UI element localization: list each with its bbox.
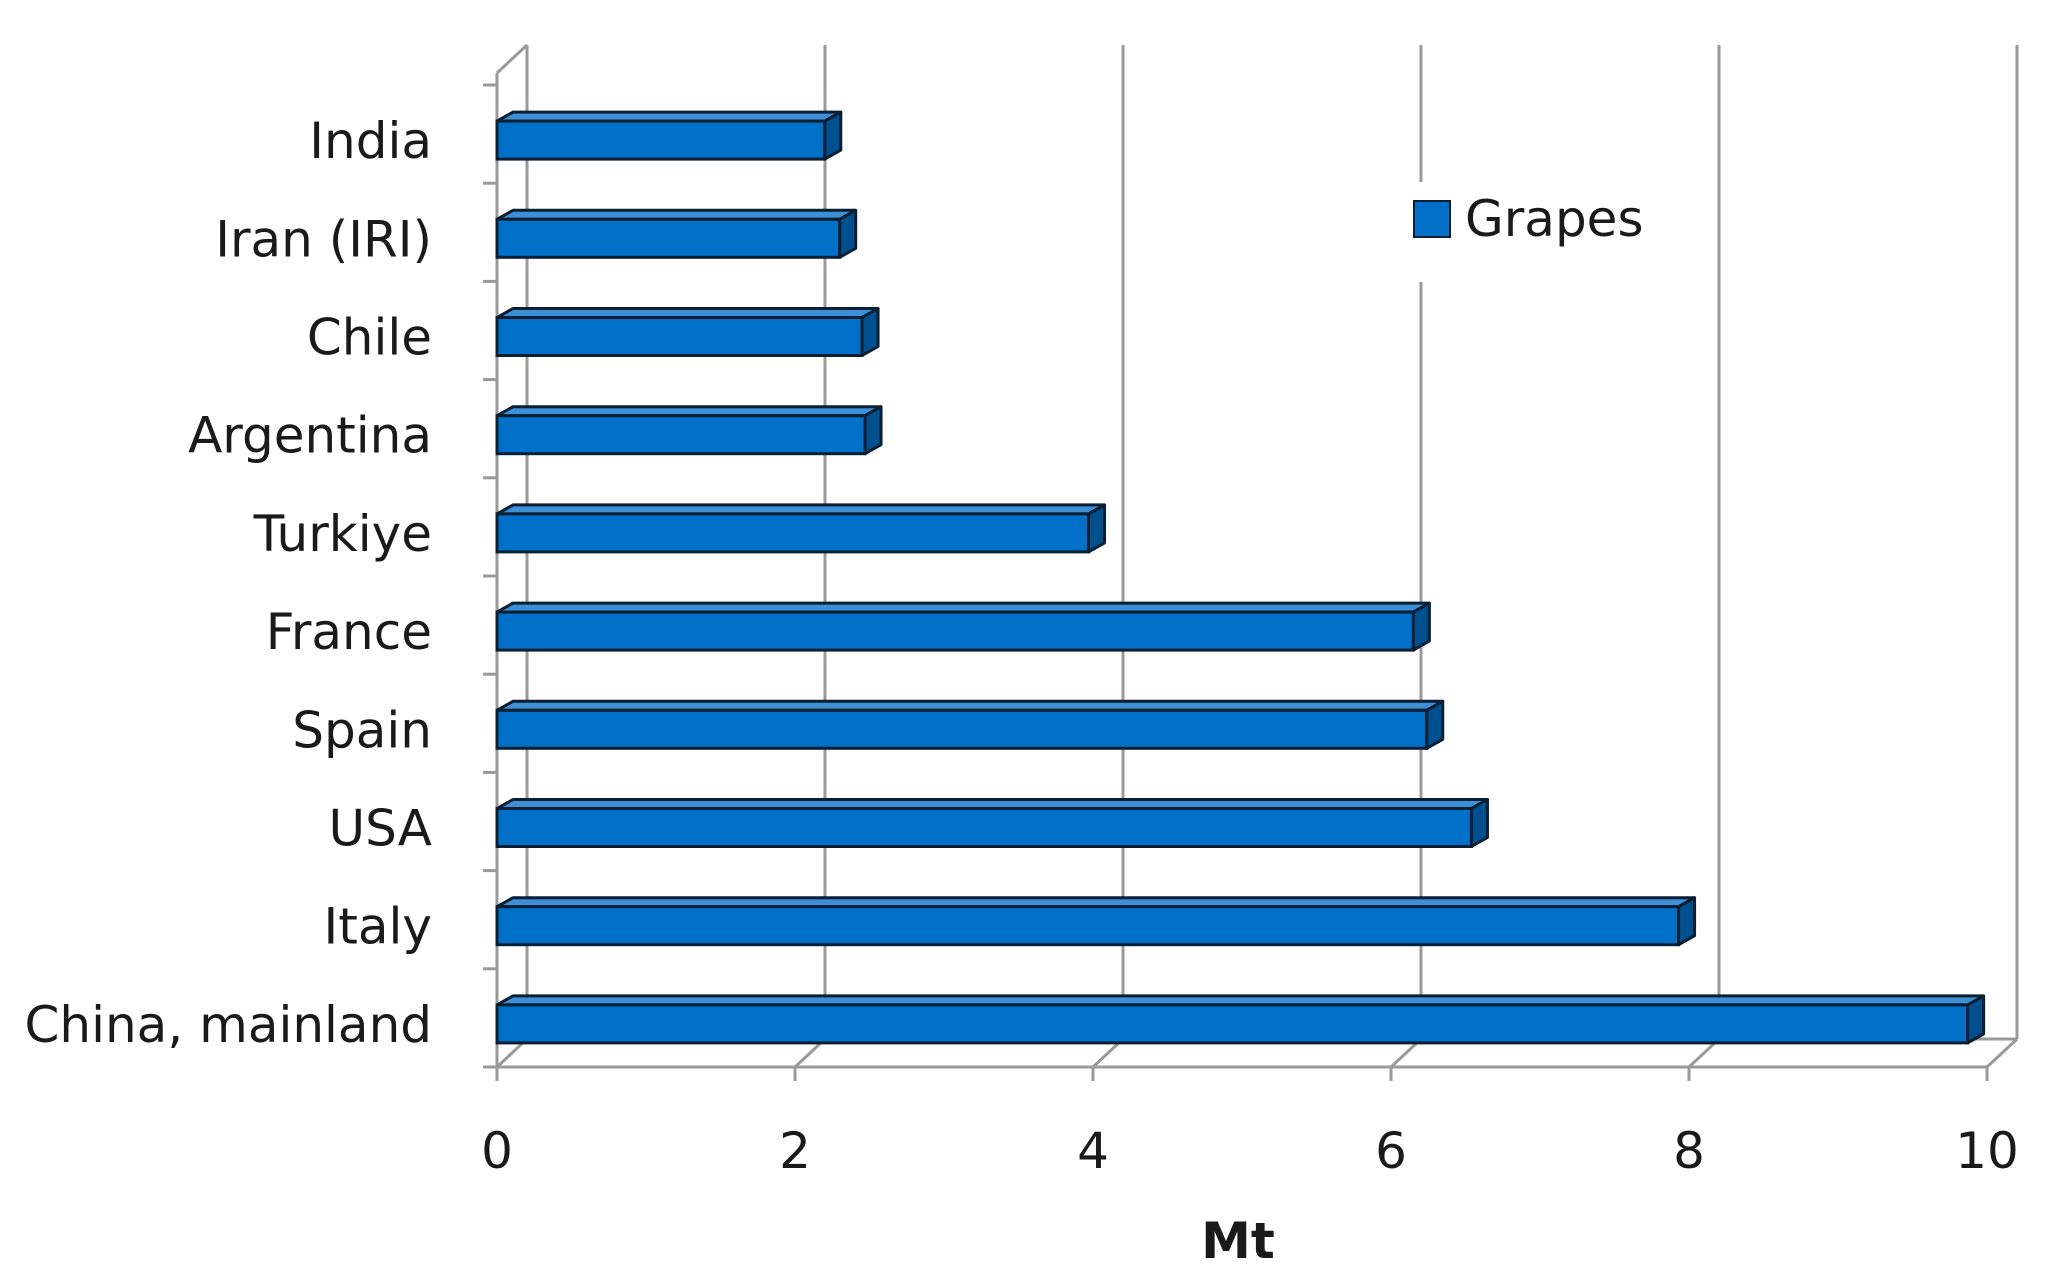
category-label-chile: Chile — [307, 309, 432, 367]
bar-front-face — [495, 1003, 1970, 1045]
category-label-turkiye: Turkiye — [253, 505, 432, 563]
category-label-france: France — [266, 603, 432, 661]
bar-end-face — [1966, 994, 1986, 1045]
floor-gridline-10 — [1985, 1037, 2019, 1069]
bar-end-face — [860, 307, 880, 357]
x-tick-label-10: 10 — [1955, 1122, 2019, 1180]
bar-usa — [495, 798, 1489, 848]
bar-front-face — [495, 905, 1681, 947]
bars — [495, 110, 1986, 1045]
bar-front-face — [495, 610, 1415, 652]
category-labels: India Iran (IRI) Chile Argentina Turkiye Fran… — [25, 112, 433, 1054]
bar-turkiye — [495, 503, 1107, 554]
x-axis-title: Mt — [1201, 1212, 1275, 1270]
bar-iran-iri — [495, 208, 858, 259]
legend-label-grapes: Grapes — [1465, 190, 1644, 248]
category-label-india: India — [309, 112, 432, 170]
bar-end-face — [823, 110, 843, 161]
bar-end-face — [1411, 601, 1431, 652]
bar-front-face — [495, 708, 1429, 750]
category-label-spain: Spain — [292, 701, 432, 759]
bar-end-face — [1087, 503, 1107, 554]
bar-end-face — [1677, 896, 1697, 947]
bar-spain — [495, 699, 1445, 750]
x-tick-label-2: 2 — [779, 1122, 811, 1180]
bar-front-face — [495, 217, 842, 259]
x-tick-label-0: 0 — [481, 1122, 513, 1180]
tick-labels: 0 2 4 6 8 10 — [481, 1122, 2019, 1180]
x-tick-label-4: 4 — [1077, 1122, 1109, 1180]
bar-india — [495, 110, 843, 161]
bar-china-mainland — [495, 994, 1986, 1045]
legend-swatch — [1413, 200, 1451, 238]
bar-end-face — [1469, 798, 1489, 848]
x-tick-label-6: 6 — [1375, 1122, 1407, 1180]
bar-front-face — [495, 807, 1473, 848]
legend: Grapes — [1400, 182, 1690, 282]
bar-end-face — [863, 405, 883, 456]
bar-front-face — [495, 512, 1091, 554]
bar-end-face — [838, 208, 858, 259]
bar-front-face — [495, 316, 864, 357]
bar-argentina — [495, 405, 883, 456]
x-tick-label-8: 8 — [1673, 1122, 1705, 1180]
bar-chile — [495, 307, 880, 357]
bar-front-face — [495, 119, 827, 161]
category-label-usa: USA — [329, 800, 432, 858]
category-label-italy: Italy — [324, 898, 432, 956]
bar-france — [495, 601, 1431, 652]
category-label-china-mainland: China, mainland — [25, 996, 433, 1054]
bar-italy — [495, 896, 1697, 947]
category-label-argentina: Argentina — [188, 407, 432, 465]
bar-end-face — [1425, 699, 1445, 750]
y-axis-top-edge — [495, 43, 529, 75]
bar-front-face — [495, 414, 867, 456]
category-label-iran-iri: Iran (IRI) — [215, 210, 432, 268]
